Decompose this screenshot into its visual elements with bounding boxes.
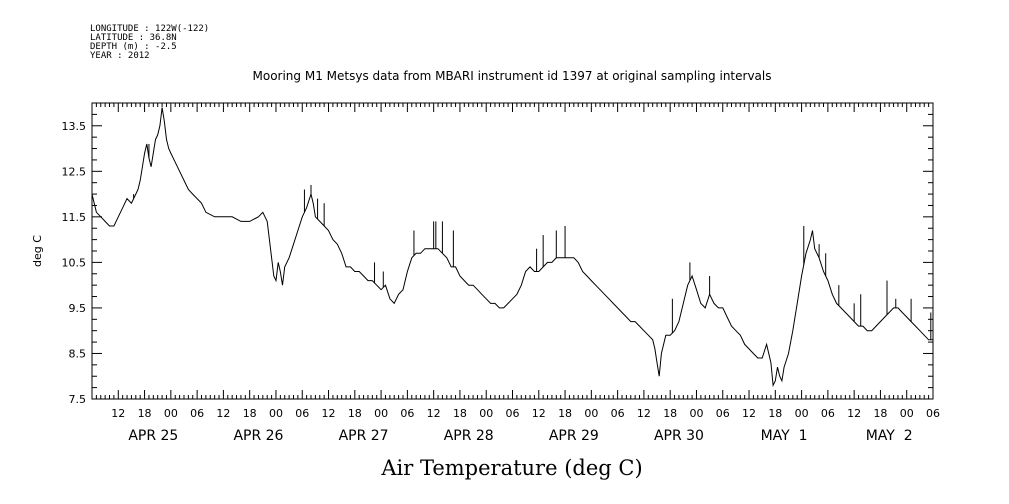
x-tick-label: 12 bbox=[847, 407, 861, 420]
y-tick-label: 12.5 bbox=[62, 165, 87, 178]
x-tick-label: 12 bbox=[322, 407, 336, 420]
x-tick-label: 06 bbox=[400, 407, 414, 420]
x-tick-label: 18 bbox=[768, 407, 782, 420]
y-tick-label: 9.5 bbox=[69, 302, 87, 315]
y-tick-label: 8.5 bbox=[69, 347, 87, 360]
y-tick-label: 10.5 bbox=[62, 256, 87, 269]
x-tick-label: 18 bbox=[663, 407, 677, 420]
x-tick-label: 00 bbox=[900, 407, 914, 420]
date-label: MAY 1 bbox=[761, 428, 808, 444]
x-tick-label: 06 bbox=[295, 407, 309, 420]
year-label: YEAR : 2012 bbox=[90, 51, 150, 61]
y-axis-label: deg C bbox=[31, 235, 44, 267]
date-label: APR 30 bbox=[654, 428, 704, 444]
x-tick-label: 12 bbox=[111, 407, 125, 420]
x-tick-label: 06 bbox=[716, 407, 730, 420]
x-tick-label: 06 bbox=[190, 407, 204, 420]
x-tick-label: 06 bbox=[821, 407, 835, 420]
chart-title: Mooring M1 Metsys data from MBARI instru… bbox=[253, 69, 772, 83]
x-tick-label: 06 bbox=[926, 407, 940, 420]
x-tick-label: 06 bbox=[506, 407, 520, 420]
series-layer bbox=[91, 107, 933, 388]
date-label: APR 28 bbox=[444, 428, 494, 444]
x-tick-label: 18 bbox=[348, 407, 362, 420]
y-tick-label: 13.5 bbox=[62, 120, 87, 133]
x-tick-label: 00 bbox=[374, 407, 388, 420]
latitude-label: LATITUDE : 36.8N bbox=[90, 33, 177, 43]
depth-label: DEPTH (m) : -2.5 bbox=[90, 42, 177, 52]
x-tick-label: 18 bbox=[558, 407, 572, 420]
x-tick-label: 00 bbox=[164, 407, 178, 420]
x-tick-label: 18 bbox=[453, 407, 467, 420]
date-label: APR 29 bbox=[549, 428, 599, 444]
x-axis-label: Air Temperature (deg C) bbox=[380, 456, 642, 480]
date-label: APR 26 bbox=[233, 428, 283, 444]
date-label: APR 27 bbox=[339, 428, 389, 444]
x-tick-label: 12 bbox=[742, 407, 756, 420]
date-label: MAY 2 bbox=[866, 428, 913, 444]
x-axis: 12 18 00 06 12 18 00 06 12 18 00 06 12 18 00 06 12 18 00 06… bbox=[91, 103, 940, 444]
y-axis: 13.5 12.5 11.5 10.5 9.5 8.5 7.5 bbox=[62, 102, 933, 406]
date-label: APR 25 bbox=[128, 428, 178, 444]
x-tick-label: 00 bbox=[269, 407, 283, 420]
x-tick-label: 12 bbox=[637, 407, 651, 420]
x-tick-label: 00 bbox=[479, 407, 493, 420]
y-tick-label: 7.5 bbox=[69, 393, 87, 406]
x-tick-label: 18 bbox=[138, 407, 152, 420]
series-line bbox=[91, 107, 933, 388]
x-tick-label: 00 bbox=[795, 407, 809, 420]
x-tick-label: 12 bbox=[427, 407, 441, 420]
x-tick-label: 06 bbox=[611, 407, 625, 420]
x-tick-label: 00 bbox=[689, 407, 703, 420]
x-tick-label: 00 bbox=[584, 407, 598, 420]
x-tick-label: 18 bbox=[243, 407, 257, 420]
longitude-label: LONGITUDE : 122W(-122) bbox=[90, 24, 209, 34]
y-tick-label: 11.5 bbox=[62, 211, 87, 224]
x-tick-label: 18 bbox=[873, 407, 887, 420]
x-tick-label: 12 bbox=[532, 407, 546, 420]
x-tick-label: 12 bbox=[216, 407, 230, 420]
